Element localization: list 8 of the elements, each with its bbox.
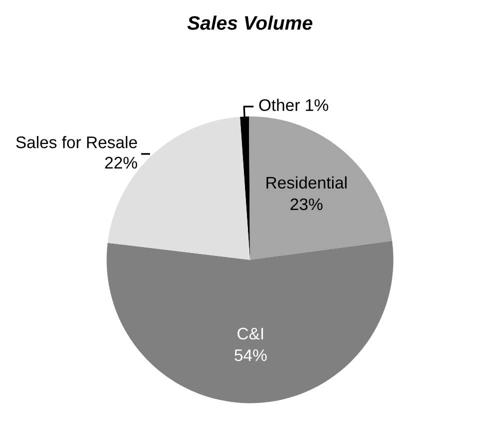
chart-title: Sales Volume — [187, 16, 312, 30]
data-label: 54% — [234, 349, 267, 362]
data-label: 22% — [105, 156, 138, 169]
slice-label: Residential — [266, 176, 347, 189]
data-label: 23% — [290, 198, 323, 210]
slice-label: Sales for Resale — [16, 136, 137, 148]
slice-label: Other 1% — [259, 98, 328, 112]
slice-label: C&I — [238, 328, 263, 340]
